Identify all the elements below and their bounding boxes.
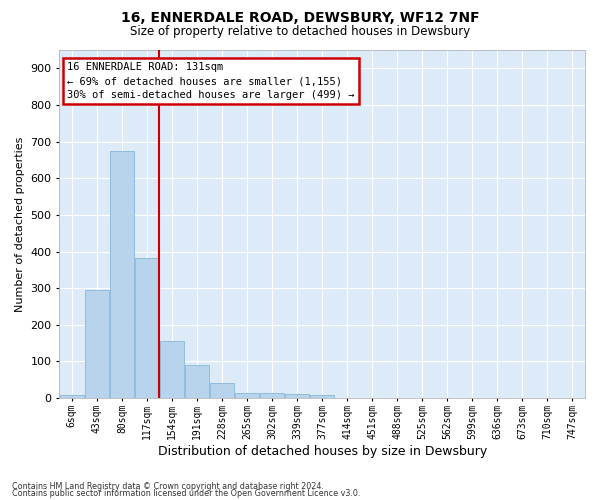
Bar bbox=[160, 342, 184, 398]
Bar bbox=[60, 395, 84, 398]
Bar bbox=[260, 394, 284, 398]
Bar bbox=[185, 365, 209, 398]
Bar bbox=[85, 290, 109, 398]
Y-axis label: Number of detached properties: Number of detached properties bbox=[15, 136, 25, 312]
Text: 16, ENNERDALE ROAD, DEWSBURY, WF12 7NF: 16, ENNERDALE ROAD, DEWSBURY, WF12 7NF bbox=[121, 11, 479, 25]
Text: Contains public sector information licensed under the Open Government Licence v3: Contains public sector information licen… bbox=[12, 490, 361, 498]
X-axis label: Distribution of detached houses by size in Dewsbury: Distribution of detached houses by size … bbox=[158, 444, 487, 458]
Bar bbox=[210, 382, 234, 398]
Bar bbox=[135, 258, 159, 398]
Bar bbox=[310, 395, 334, 398]
Bar bbox=[110, 151, 134, 398]
Text: Contains HM Land Registry data © Crown copyright and database right 2024.: Contains HM Land Registry data © Crown c… bbox=[12, 482, 324, 491]
Text: Size of property relative to detached houses in Dewsbury: Size of property relative to detached ho… bbox=[130, 25, 470, 38]
Bar bbox=[285, 394, 309, 398]
Text: 16 ENNERDALE ROAD: 131sqm
← 69% of detached houses are smaller (1,155)
30% of se: 16 ENNERDALE ROAD: 131sqm ← 69% of detac… bbox=[67, 62, 355, 100]
Bar bbox=[235, 393, 259, 398]
